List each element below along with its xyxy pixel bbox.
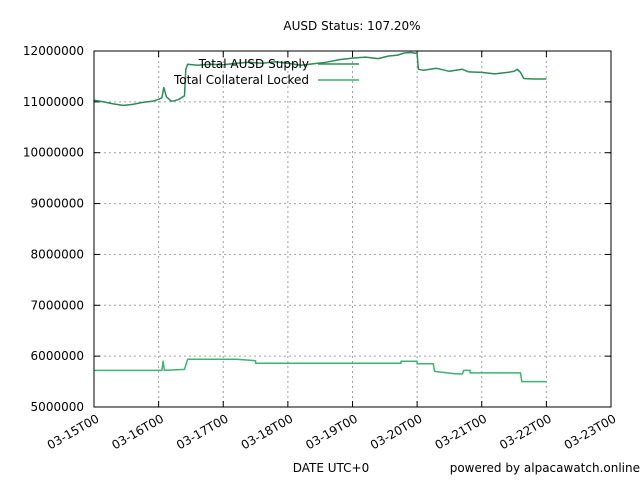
y-tick-label: 7000000 <box>31 298 84 312</box>
x-tick-label: 03-23T00 <box>562 411 619 452</box>
y-axis: 5000000 6000000 7000000 8000000 9000000 10000… <box>23 44 611 414</box>
plot-frame <box>93 50 612 408</box>
x-tick-label: 03-21T00 <box>432 411 489 452</box>
x-axis-label: DATE UTC+0 <box>293 461 370 475</box>
y-tick-label: 6000000 <box>31 349 84 363</box>
y-tick-label: 8000000 <box>31 247 84 261</box>
x-tick-label: 03-17T00 <box>174 411 231 452</box>
series-lines <box>93 51 547 383</box>
x-tick-label: 03-16T00 <box>109 411 166 452</box>
x-tick-label: 03-20T00 <box>368 411 425 452</box>
credit-text: powered by alpacawatch.online <box>450 461 640 475</box>
y-tick-label: 5000000 <box>31 400 84 414</box>
y-tick-label: 12000000 <box>23 44 84 58</box>
legend: Total AUSD Supply Total Collateral Locked <box>173 57 359 87</box>
y-tick-label: 11000000 <box>23 95 84 109</box>
x-tick-label: 03-19T00 <box>303 411 360 452</box>
legend-label: Total AUSD Supply <box>198 57 309 71</box>
grid-lines <box>94 51 611 407</box>
series-line-0 <box>93 51 547 107</box>
x-axis: 03-15T00 03-16T00 03-17T00 03-18T00 03-19T00… <box>45 51 619 452</box>
y-tick-label: 9000000 <box>31 197 84 211</box>
y-tick-label: 10000000 <box>23 146 84 160</box>
x-tick-label: 03-18T00 <box>239 411 296 452</box>
series-line-1 <box>94 358 547 383</box>
x-tick-label: 03-22T00 <box>497 411 554 452</box>
x-tick-label: 03-15T00 <box>45 411 102 452</box>
legend-label: Total Collateral Locked <box>173 73 309 87</box>
chart-title: AUSD Status: 107.20% <box>283 19 420 33</box>
